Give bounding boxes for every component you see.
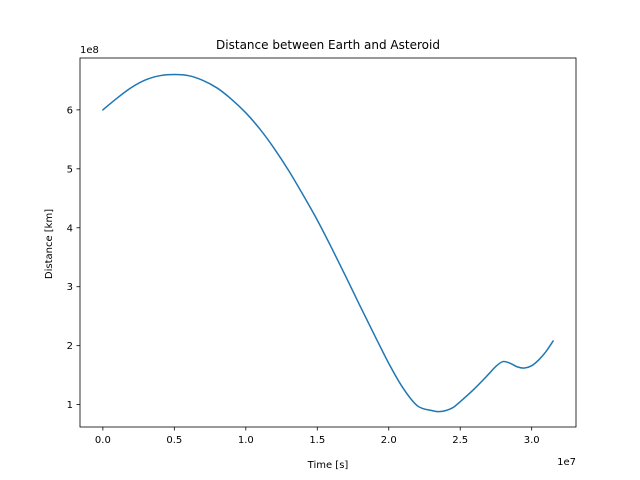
chart-title: Distance between Earth and Asteroid [216,38,440,52]
x-tick-label: 2.5 [452,435,468,446]
y-tick-label: 5 [67,164,73,175]
x-tick-label: 0.0 [95,435,111,446]
plot-area [102,73,554,413]
x-tick-label: 3.0 [524,435,540,446]
x-axis-label: Time [s] [307,460,349,471]
x-tick-label: 1.0 [238,435,254,446]
y-axis-label: Distance [km] [44,209,55,279]
y-tick-label: 2 [67,341,73,352]
x-tick-label: 2.0 [381,435,397,446]
x-axis-ticks: 0.0 0.5 1.0 1.5 2.0 2.5 3.0 [95,427,540,446]
x-tick-label: 0.5 [166,435,182,446]
y-tick-label: 3 [67,282,73,293]
x-tick-label: 1.5 [309,435,325,446]
axes-frame [79,57,577,428]
distance-series-line [102,73,554,413]
y-axis-ticks: 1 2 3 4 5 6 [67,105,80,411]
y-tick-label: 4 [67,223,73,234]
y-tick-label: 6 [67,105,73,116]
y-tick-label: 1 [67,400,73,411]
x-axis-offset-label: 1e7 [557,457,576,468]
y-axis-offset-label: 1e8 [80,45,99,56]
